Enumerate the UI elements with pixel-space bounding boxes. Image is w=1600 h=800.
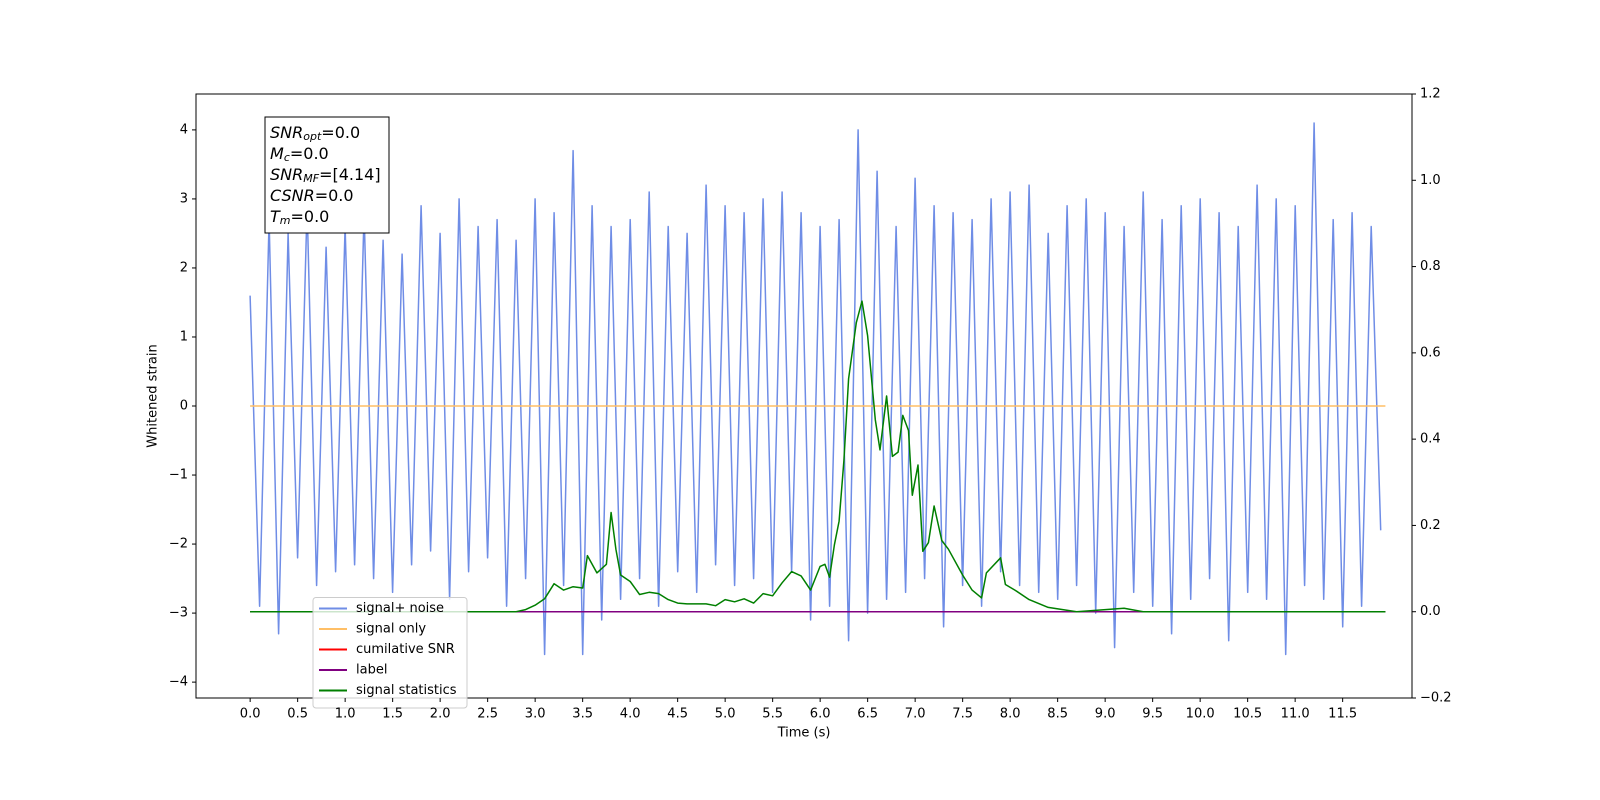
x-tick-label: 3.5 — [572, 707, 593, 722]
legend-frame — [312, 597, 468, 709]
annotation-line: CSNR=0.0 — [270, 186, 354, 205]
y2-tick-label: 0.0 — [1420, 604, 1441, 619]
annotation-value: =0.0 — [291, 207, 330, 226]
legend-label: label — [356, 663, 387, 678]
series-line — [249, 122, 1382, 656]
x-tick-label: 0.0 — [240, 707, 261, 722]
y2-tick-label: 1.2 — [1420, 87, 1441, 102]
x-tick-label: 7.5 — [952, 707, 973, 722]
x-tick-label: 1.5 — [382, 707, 403, 722]
y-tick-label: 3 — [180, 191, 188, 206]
x-tick-label: 8.5 — [1047, 707, 1068, 722]
y2-tick-label: 0.8 — [1420, 259, 1441, 274]
y-tick-label: −4 — [169, 675, 188, 690]
annotation-sub: opt — [303, 130, 322, 143]
annotation-sub: c — [284, 151, 290, 164]
x-tick-label: 10.0 — [1186, 707, 1215, 722]
x-tick-label: 6.0 — [810, 707, 831, 722]
annotation-name: T — [270, 207, 281, 226]
annotation-sub: MF — [303, 172, 319, 185]
x-tick-label: 3.0 — [525, 707, 546, 722]
y2-tick-label: 0.4 — [1420, 432, 1441, 447]
annotation-line: SNRMF=[4.14] — [270, 165, 381, 186]
annotation-value: =[4.14] — [319, 165, 381, 184]
annotation-box: SNRopt=0.0Mc=0.0SNRMF=[4.14]CSNR=0.0Tm=0… — [264, 116, 390, 234]
annotation-name: CSNR — [270, 186, 315, 205]
legend-label: signal+ noise — [356, 601, 444, 616]
annotation-value: =0.0 — [315, 186, 354, 205]
y-tick-label: −3 — [169, 606, 188, 621]
x-tick-label: 5.0 — [715, 707, 736, 722]
x-axis-label: Time (s) — [777, 726, 831, 741]
legend-label: cumilative SNR — [356, 642, 455, 657]
annotation-line: Mc=0.0 — [270, 144, 329, 165]
annotation-value: =0.0 — [290, 144, 329, 163]
y2-tick-label: 0.2 — [1420, 518, 1441, 533]
x-tick-label: 7.0 — [905, 707, 926, 722]
y-tick-label: 0 — [180, 399, 188, 414]
annotation-name: SNR — [270, 165, 303, 184]
x-tick-label: 2.0 — [430, 707, 451, 722]
axes-frame — [195, 93, 1413, 699]
x-tick-label: 4.0 — [620, 707, 641, 722]
legend: signal+ noise signal only cumilative SNR la… — [312, 597, 468, 709]
x-tick-label: 11.5 — [1328, 707, 1357, 722]
x-tick-label: 10.5 — [1233, 707, 1262, 722]
x-tick-label: 1.0 — [335, 707, 356, 722]
y-tick-label: −1 — [169, 468, 188, 483]
x-tick-label: 2.5 — [477, 707, 498, 722]
y-tick-label: 4 — [180, 122, 188, 137]
x-tick-label: 11.0 — [1281, 707, 1310, 722]
x-tick-label: 4.5 — [667, 707, 688, 722]
y2-tick-label: 1.0 — [1420, 173, 1441, 188]
annotation-sub: m — [280, 214, 291, 227]
series-line — [250, 300, 1386, 613]
x-tick-label: 9.5 — [1142, 707, 1163, 722]
legend-label: signal statistics — [356, 683, 457, 698]
annotation-name: M — [270, 144, 284, 163]
annotation-line: Tm=0.0 — [270, 207, 329, 228]
y2-tick-label: −0.2 — [1420, 691, 1452, 706]
legend-label: signal only — [356, 622, 426, 637]
y-axis-label: Whitened strain — [146, 344, 161, 447]
annotation-name: SNR — [270, 123, 303, 142]
y-tick-label: 1 — [180, 329, 188, 344]
annotation-line: SNRopt=0.0 — [270, 123, 360, 144]
x-tick-label: 0.5 — [287, 707, 308, 722]
plot-area — [249, 122, 1386, 656]
x-tick-label: 9.0 — [1095, 707, 1116, 722]
x-tick-label: 5.5 — [762, 707, 783, 722]
x-tick-label: 8.0 — [1000, 707, 1021, 722]
x-tick-label: 6.5 — [857, 707, 878, 722]
y-tick-label: 2 — [180, 260, 188, 275]
y2-tick-label: 0.6 — [1420, 345, 1441, 360]
annotation-frame — [264, 116, 390, 234]
y-tick-label: −2 — [169, 537, 188, 552]
annotation-value: =0.0 — [321, 123, 360, 142]
